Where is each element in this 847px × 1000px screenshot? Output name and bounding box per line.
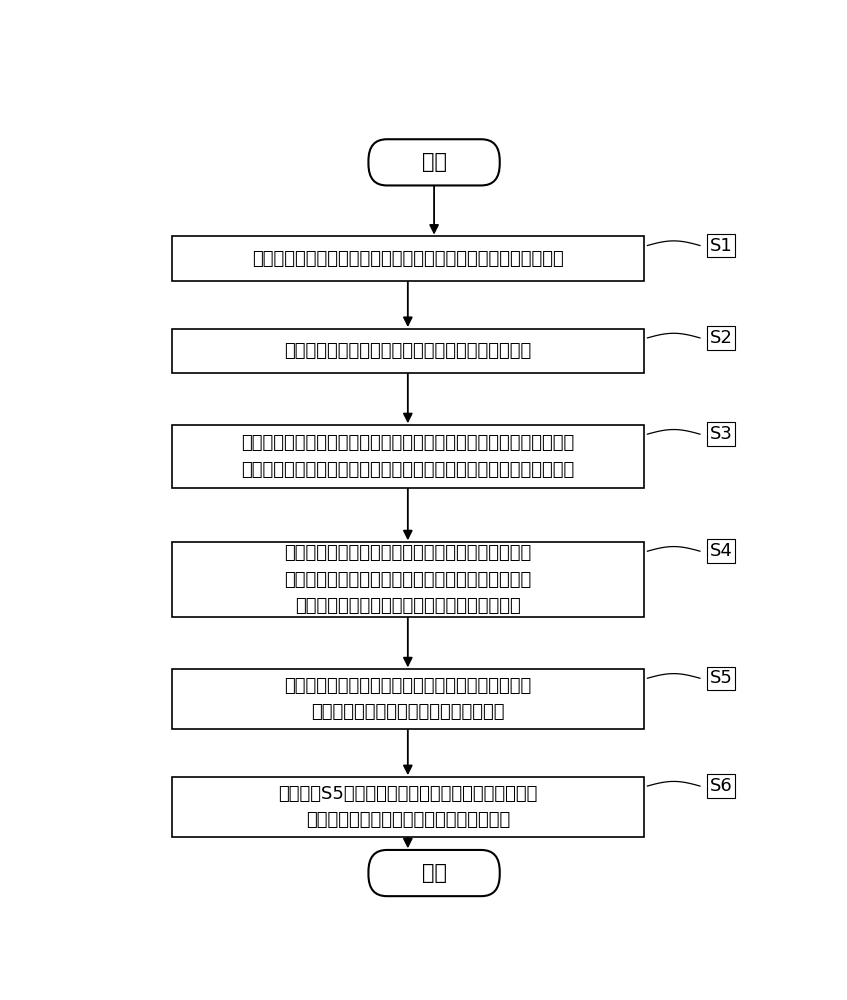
Text: S2: S2 <box>710 329 733 347</box>
Text: S4: S4 <box>710 542 733 560</box>
Text: S5: S5 <box>710 669 733 687</box>
Text: 根据步骤S5得到的第二节点集合中各个可调度节点的
最优出力调整量，形成电网的潮流控制方案: 根据步骤S5得到的第二节点集合中各个可调度节点的 最优出力调整量，形成电网的潮流… <box>278 785 538 829</box>
FancyBboxPatch shape <box>172 329 645 373</box>
Text: 结束: 结束 <box>422 863 446 883</box>
FancyBboxPatch shape <box>368 139 500 185</box>
Text: S6: S6 <box>710 777 733 795</box>
Text: 计算各个可调度节点的正综合灵敏度和负综合灵敏度: 计算各个可调度节点的正综合灵敏度和负综合灵敏度 <box>285 342 531 360</box>
Text: 构建第一优化模型，利用第一优化模型从第一节点集
合中筛选出一部分可调度节点用于参与调度，且所筛
选出的参与调度的可调度节点构成第二节点集合: 构建第一优化模型，利用第一优化模型从第一节点集 合中筛选出一部分可调度节点用于参… <box>285 544 531 615</box>
FancyBboxPatch shape <box>172 777 645 837</box>
FancyBboxPatch shape <box>368 850 500 896</box>
Text: 计算各个可调度节点对过载线路的灵敏度以及对重载线路的灵敏度: 计算各个可调度节点对过载线路的灵敏度以及对重载线路的灵敏度 <box>252 250 564 268</box>
Text: S3: S3 <box>710 425 733 443</box>
FancyBboxPatch shape <box>172 542 645 617</box>
Text: S1: S1 <box>710 237 733 255</box>
Text: 开始: 开始 <box>422 152 446 172</box>
FancyBboxPatch shape <box>172 669 645 729</box>
FancyBboxPatch shape <box>172 236 645 281</box>
Text: 根据各个可调度节点的正综合灵敏度和负综合灵敏度的大小，剔除一定
数量的可调度节点，剔除完成后所保留的可调度节点构成第一节点集合: 根据各个可调度节点的正综合灵敏度和负综合灵敏度的大小，剔除一定 数量的可调度节点… <box>241 434 574 479</box>
FancyBboxPatch shape <box>172 425 645 488</box>
Text: 构建第二优化模型，利用第二优化模型得到第二节点
集合中各个可调度节点的最优出力调整量: 构建第二优化模型，利用第二优化模型得到第二节点 集合中各个可调度节点的最优出力调… <box>285 677 531 721</box>
